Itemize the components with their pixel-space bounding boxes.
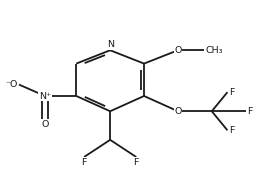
Text: F: F xyxy=(81,158,87,167)
Text: CH₃: CH₃ xyxy=(205,46,223,55)
Text: F: F xyxy=(134,158,139,167)
Text: F: F xyxy=(247,107,252,116)
Text: CH₃: CH₃ xyxy=(205,46,223,55)
Text: O: O xyxy=(174,107,182,116)
Text: O: O xyxy=(41,120,49,129)
Text: F: F xyxy=(229,88,234,97)
Text: ⁻O: ⁻O xyxy=(5,80,18,89)
Text: N⁺: N⁺ xyxy=(39,92,51,100)
Text: N: N xyxy=(107,40,114,49)
Text: O: O xyxy=(174,46,182,55)
Text: F: F xyxy=(229,126,234,135)
